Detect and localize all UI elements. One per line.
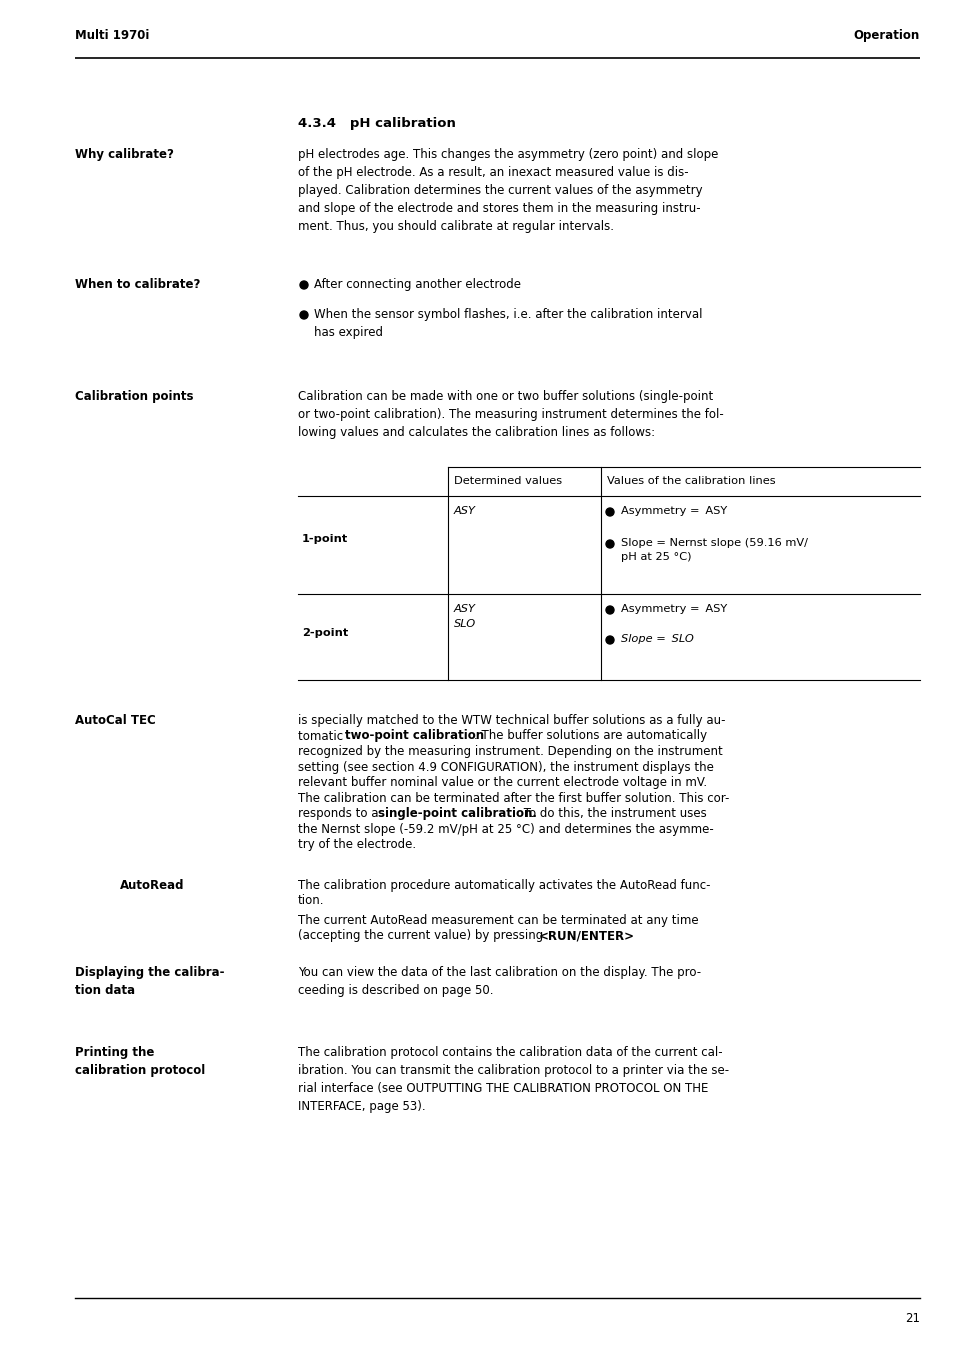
- Text: pH electrodes age. This changes the asymmetry (zero point) and slope
of the pH e: pH electrodes age. This changes the asym…: [297, 149, 718, 232]
- Text: ASY: ASY: [454, 507, 476, 516]
- Text: The calibration protocol contains the calibration data of the current cal-
ibrat: The calibration protocol contains the ca…: [297, 1046, 728, 1113]
- Text: relevant buffer nominal value or the current electrode voltage in mV.: relevant buffer nominal value or the cur…: [297, 775, 706, 789]
- Text: Calibration can be made with one or two buffer solutions (single-point
or two-po: Calibration can be made with one or two …: [297, 390, 723, 439]
- Text: The calibration procedure automatically activates the AutoRead func-: The calibration procedure automatically …: [297, 880, 710, 892]
- Text: <RUN/ENTER>: <RUN/ENTER>: [538, 929, 635, 943]
- Text: 2-point: 2-point: [302, 628, 348, 638]
- Text: Displaying the calibra-
tion data: Displaying the calibra- tion data: [75, 966, 224, 997]
- Text: Printing the
calibration protocol: Printing the calibration protocol: [75, 1046, 205, 1077]
- Text: Slope =  SLO: Slope = SLO: [620, 634, 693, 644]
- Circle shape: [605, 607, 614, 613]
- Text: Calibration points: Calibration points: [75, 390, 193, 403]
- Text: is specially matched to the WTW technical buffer solutions as a fully au-: is specially matched to the WTW technica…: [297, 713, 724, 727]
- Text: Values of the calibration lines: Values of the calibration lines: [606, 477, 775, 486]
- Text: The calibration can be terminated after the first buffer solution. This cor-: The calibration can be terminated after …: [297, 792, 729, 804]
- Text: . The buffer solutions are automatically: . The buffer solutions are automatically: [474, 730, 706, 743]
- Text: responds to a: responds to a: [297, 807, 382, 820]
- Text: setting (see section 4.9 CONFIGURATION), the instrument displays the: setting (see section 4.9 CONFIGURATION),…: [297, 761, 713, 774]
- Circle shape: [605, 508, 614, 516]
- Text: try of the electrode.: try of the electrode.: [297, 838, 416, 851]
- Text: You can view the data of the last calibration on the display. The pro-
ceeding i: You can view the data of the last calibr…: [297, 966, 700, 997]
- Text: single-point calibration.: single-point calibration.: [377, 807, 537, 820]
- Text: To do this, the instrument uses: To do this, the instrument uses: [519, 807, 706, 820]
- Text: tomatic: tomatic: [297, 730, 347, 743]
- Text: the Nernst slope (-59.2 mV/pH at 25 °C) and determines the asymme-: the Nernst slope (-59.2 mV/pH at 25 °C) …: [297, 823, 713, 835]
- Circle shape: [605, 540, 614, 549]
- Text: Asymmetry =  ASY: Asymmetry = ASY: [620, 507, 726, 516]
- Text: When to calibrate?: When to calibrate?: [75, 278, 200, 290]
- Text: Asymmetry =  ASY: Asymmetry = ASY: [620, 604, 726, 613]
- Circle shape: [299, 311, 308, 319]
- Text: 4.3.4   pH calibration: 4.3.4 pH calibration: [297, 118, 456, 130]
- Circle shape: [605, 636, 614, 644]
- Text: Slope = Nernst slope (59.16 mV/
pH at 25 °C): Slope = Nernst slope (59.16 mV/ pH at 25…: [620, 538, 807, 562]
- Circle shape: [299, 281, 308, 289]
- Text: Why calibrate?: Why calibrate?: [75, 149, 173, 161]
- Text: two-point calibration: two-point calibration: [345, 730, 483, 743]
- Text: ASY
SLO: ASY SLO: [454, 604, 476, 628]
- Text: Multi 1970i: Multi 1970i: [75, 28, 150, 42]
- Text: AutoRead: AutoRead: [120, 880, 184, 892]
- Text: After connecting another electrode: After connecting another electrode: [314, 278, 520, 290]
- Text: Determined values: Determined values: [454, 477, 561, 486]
- Text: Operation: Operation: [853, 28, 919, 42]
- Text: The current AutoRead measurement can be terminated at any time: The current AutoRead measurement can be …: [297, 915, 698, 927]
- Text: AutoCal TEC: AutoCal TEC: [75, 713, 155, 727]
- Text: .: .: [616, 929, 619, 943]
- Text: 1-point: 1-point: [302, 534, 348, 544]
- Text: (accepting the current value) by pressing: (accepting the current value) by pressin…: [297, 929, 546, 943]
- Text: recognized by the measuring instrument. Depending on the instrument: recognized by the measuring instrument. …: [297, 744, 722, 758]
- Text: When the sensor symbol flashes, i.e. after the calibration interval
has expired: When the sensor symbol flashes, i.e. aft…: [314, 308, 701, 339]
- Text: 21: 21: [904, 1312, 919, 1325]
- Text: tion.: tion.: [297, 894, 324, 908]
